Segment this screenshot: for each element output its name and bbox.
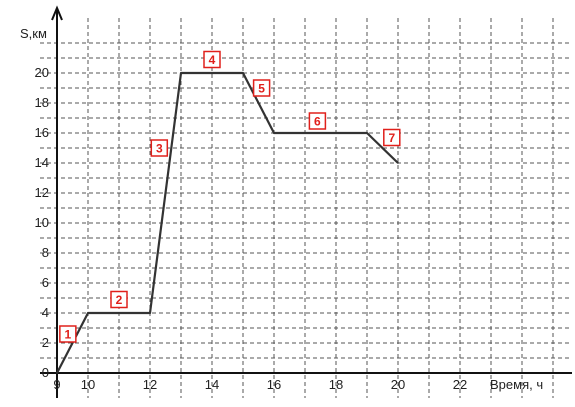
segment-label: 5 bbox=[252, 79, 271, 97]
series-line bbox=[56, 71, 399, 374]
segment-label: 2 bbox=[110, 290, 128, 309]
x-tick-label: 20 bbox=[391, 377, 405, 392]
segment-label: 7 bbox=[383, 128, 401, 147]
y-axis-title: S,км bbox=[20, 26, 47, 41]
data-point bbox=[242, 72, 244, 74]
x-tick-label: 16 bbox=[267, 377, 281, 392]
data-point bbox=[397, 162, 399, 164]
segment-label-text: 6 bbox=[314, 115, 321, 129]
x-tick-label: 22 bbox=[453, 377, 467, 392]
segment-label: 1 bbox=[59, 325, 77, 343]
segment-label-text: 7 bbox=[388, 131, 395, 145]
data-point bbox=[87, 312, 89, 314]
y-tick-label: 14 bbox=[35, 155, 49, 170]
segment-label-box bbox=[203, 50, 221, 69]
segment-label-text: 2 bbox=[116, 293, 123, 307]
segment-label: 6 bbox=[308, 112, 327, 130]
y-axis-arrow bbox=[51, 5, 63, 21]
segment-label-box bbox=[59, 325, 77, 343]
x-tick-label: 9 bbox=[53, 377, 60, 392]
y-tick-label: 16 bbox=[35, 125, 49, 140]
segment-label-text: 1 bbox=[65, 328, 72, 342]
axes bbox=[40, 5, 572, 398]
data-point bbox=[56, 372, 58, 374]
y-tick-label: 20 bbox=[35, 65, 49, 80]
y-tick-label: 12 bbox=[35, 185, 49, 200]
y-tick-label: 6 bbox=[42, 275, 49, 290]
x-axis-title: Время, ч bbox=[490, 377, 543, 392]
x-tick-label: 18 bbox=[329, 377, 343, 392]
y-tick-label: 2 bbox=[42, 335, 49, 350]
segment-labels: 1 2 3 4 5 6 7 bbox=[59, 50, 401, 343]
segment-label-text: 4 bbox=[209, 53, 216, 67]
y-tick-label: 18 bbox=[35, 95, 49, 110]
x-tick-label: 12 bbox=[143, 377, 157, 392]
y-tick-label: 0 bbox=[42, 365, 49, 380]
segment-label-text: 5 bbox=[258, 82, 265, 96]
data-point bbox=[180, 72, 182, 74]
y-tick-label: 10 bbox=[35, 215, 49, 230]
x-tick-label: 14 bbox=[205, 377, 219, 392]
data-point bbox=[273, 132, 275, 134]
data-point bbox=[149, 312, 151, 314]
segment-label-box bbox=[150, 139, 169, 157]
segment-label-box bbox=[252, 79, 271, 97]
segment-label-box bbox=[110, 290, 128, 309]
y-tick-label: 4 bbox=[42, 305, 49, 320]
segment-label: 4 bbox=[203, 50, 221, 69]
segment-label-box bbox=[308, 112, 327, 130]
series bbox=[56, 71, 399, 374]
grid bbox=[40, 18, 572, 398]
data-point bbox=[366, 132, 368, 134]
segment-label: 3 bbox=[150, 139, 169, 157]
y-tick-label: 8 bbox=[42, 245, 49, 260]
segment-label-text: 3 bbox=[156, 142, 163, 156]
x-tick-label: 10 bbox=[81, 377, 95, 392]
segment-label-box bbox=[383, 128, 401, 147]
